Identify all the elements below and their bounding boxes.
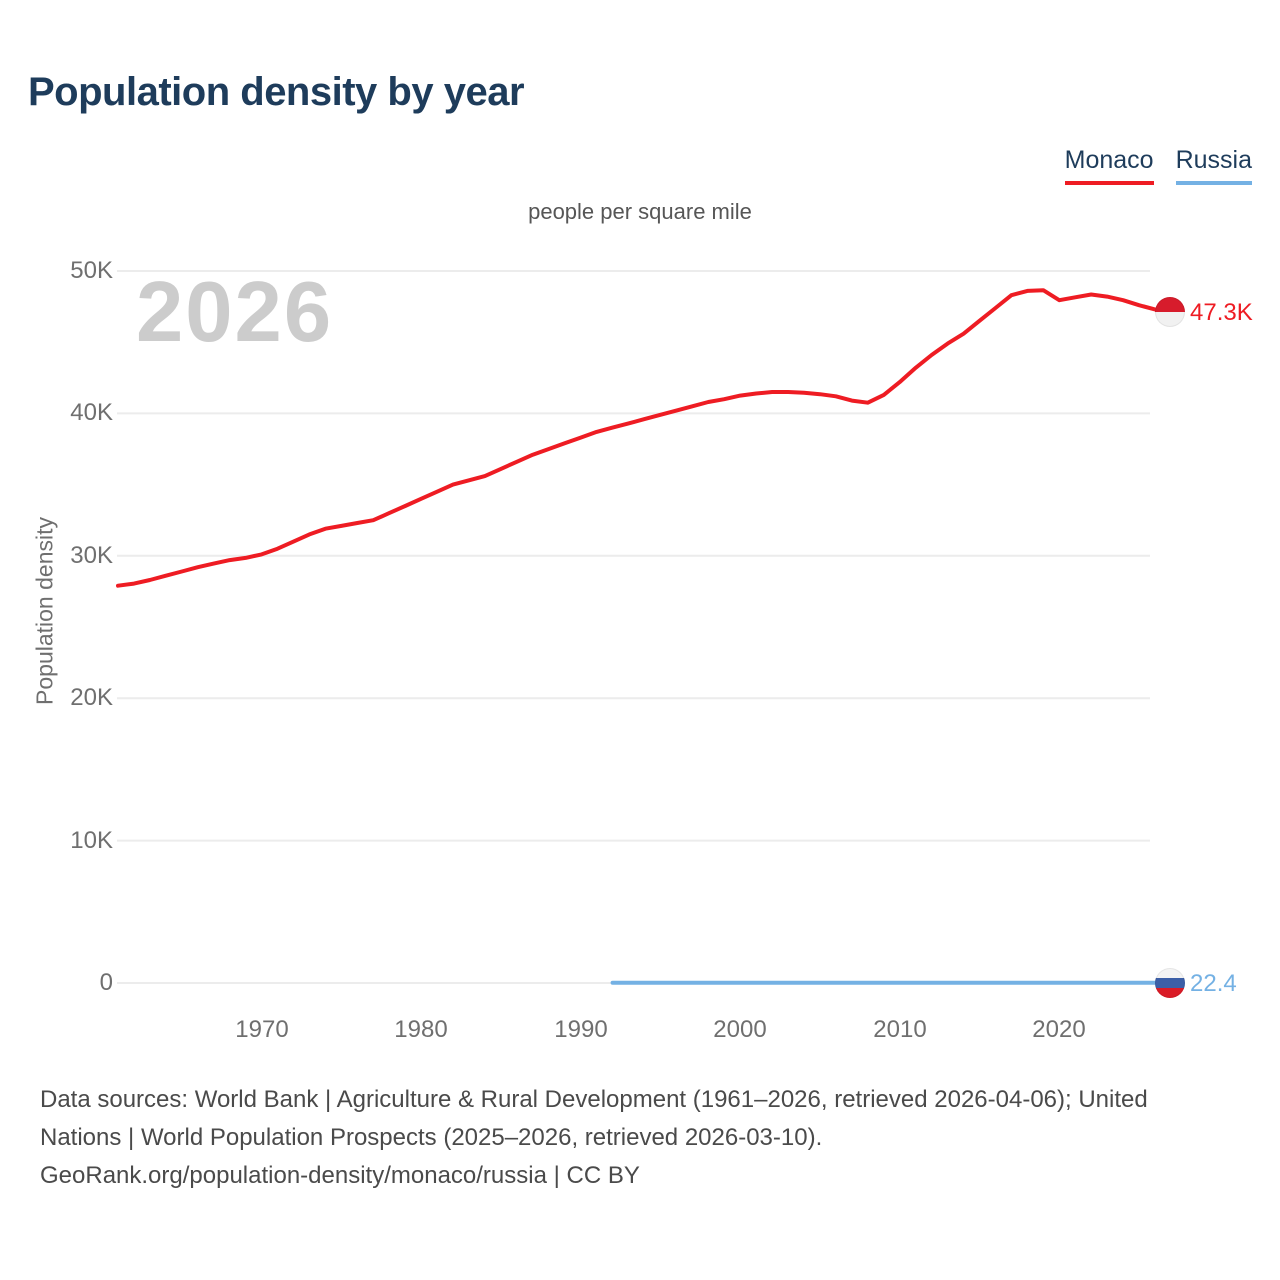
monaco-flag-icon [1155, 297, 1185, 327]
watermark-year: 2026 [136, 265, 334, 360]
legend-label-monaco: Monaco [1064, 146, 1154, 174]
legend: Monaco Russia [1064, 146, 1252, 185]
page-title: Population density by year [28, 70, 525, 114]
legend-item-monaco[interactable]: Monaco [1064, 146, 1154, 185]
x-tick-2010: 2010 [873, 1016, 927, 1043]
russia-end-value: 22.4 [1190, 970, 1237, 997]
footer: Data sources: World Bank | Agriculture &… [40, 1081, 1270, 1195]
y-tick-50k: 50K [70, 257, 113, 284]
footer-sources-line-1: Data sources: World Bank | Agriculture &… [40, 1086, 1148, 1113]
y-tick-0: 0 [99, 969, 113, 996]
x-tick-1990: 1990 [554, 1016, 608, 1043]
legend-item-russia[interactable]: Russia [1175, 146, 1252, 185]
russia-flag-icon [1155, 968, 1185, 998]
y-tick-20k: 20K [70, 684, 113, 711]
legend-label-russia: Russia [1175, 146, 1252, 174]
y-tick-10k: 10K [70, 827, 113, 854]
monaco-end-value: 47.3K [1190, 299, 1253, 326]
y-tick-30k: 30K [70, 542, 113, 569]
y-tick-40k: 40K [70, 399, 113, 426]
x-tick-2000: 2000 [713, 1016, 767, 1043]
x-tick-1970: 1970 [235, 1016, 289, 1043]
chart-subtitle: people per square mile [528, 199, 752, 224]
x-tick-2020: 2020 [1032, 1016, 1086, 1043]
footer-sources-line-2: Nations | World Population Prospects (20… [40, 1124, 823, 1151]
footer-attribution-line: GeoRank.org/population-density/monaco/ru… [40, 1162, 640, 1189]
x-tick-1980: 1980 [394, 1016, 448, 1043]
